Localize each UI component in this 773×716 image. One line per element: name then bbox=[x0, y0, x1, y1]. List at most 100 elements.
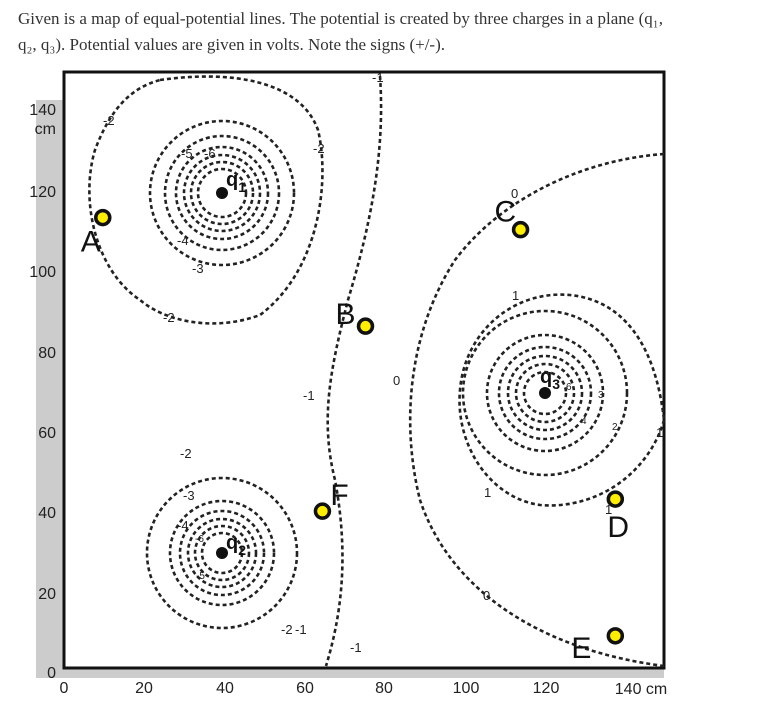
plot-frame bbox=[62, 70, 666, 670]
q1-contour-inner bbox=[196, 167, 248, 219]
contour-minus1 bbox=[324, 75, 383, 667]
q3-charge-dot bbox=[539, 387, 551, 399]
level-label: -2 bbox=[163, 310, 175, 325]
q1-contour-minus6 bbox=[189, 160, 255, 226]
potential-labels: -2 -5 -6 -4 -3 -2 -2 -1 -1 -1 -2 -3 -4 -… bbox=[103, 70, 663, 655]
level-label: -3 bbox=[192, 261, 204, 276]
q1-contour-minus5 bbox=[182, 153, 262, 233]
x-axis-band bbox=[36, 668, 664, 678]
q1-charge-dot bbox=[216, 187, 228, 199]
x-end-label: 140 cm bbox=[615, 681, 667, 698]
point-b-marker bbox=[356, 317, 375, 335]
level-label: 2 bbox=[612, 422, 618, 433]
level-label: 6 bbox=[566, 382, 572, 393]
q1-outer-contour-minus2 bbox=[88, 75, 324, 325]
point-b-label: B bbox=[336, 298, 356, 331]
x-tick: 120 bbox=[533, 680, 560, 697]
point-f-label: F bbox=[330, 479, 348, 512]
point-c-marker bbox=[511, 220, 530, 239]
x-tick: 100 bbox=[453, 680, 480, 697]
points-layer: A B C D E F bbox=[81, 196, 629, 665]
level-label: -2 bbox=[103, 113, 115, 128]
point-a-label: A bbox=[81, 226, 101, 259]
level-label: 1 bbox=[656, 425, 663, 440]
level-label: -1 bbox=[372, 70, 384, 85]
q2-contour-minus4 bbox=[178, 509, 266, 597]
q1-contour-minus3 bbox=[163, 134, 281, 252]
level-label: -5 bbox=[181, 146, 193, 161]
level-label: -4 bbox=[177, 233, 189, 248]
level-label: -1 bbox=[303, 388, 315, 403]
q1-equipotentials bbox=[148, 119, 296, 267]
x-tick: 80 bbox=[375, 680, 393, 697]
q3-contour-2 bbox=[461, 309, 629, 477]
level-label: -4 bbox=[177, 518, 189, 533]
y-tick: 60 bbox=[38, 425, 56, 442]
q3-contour-6 bbox=[514, 362, 576, 424]
y-axis-band bbox=[36, 100, 64, 668]
q2-contour-minus3 bbox=[168, 499, 276, 607]
level-label: 3 bbox=[598, 390, 604, 401]
prompt-line-1: Given is a map of equal-potential lines.… bbox=[18, 9, 663, 28]
prompt-line-2: q₂, q₃). Potential values are given in v… bbox=[18, 35, 446, 54]
x-tick: 20 bbox=[135, 680, 153, 697]
q1-contour-minus2 bbox=[148, 119, 296, 267]
q3-contour-inner bbox=[522, 370, 568, 416]
level-label: 1 bbox=[605, 502, 612, 517]
q2-contour-minus6 bbox=[193, 524, 251, 582]
q2-contour-minus2 bbox=[145, 476, 299, 630]
level-label: 1 bbox=[484, 485, 491, 500]
point-d-marker bbox=[606, 490, 625, 508]
q2-charge-dot bbox=[216, 547, 228, 559]
level-label: -6 bbox=[195, 534, 204, 545]
point-d-label: D bbox=[607, 511, 629, 544]
x-tick: 60 bbox=[296, 680, 314, 697]
level-label: -1 bbox=[350, 640, 362, 655]
q3-contour-3 bbox=[485, 333, 605, 453]
q3-charge-label: q3 bbox=[540, 366, 560, 392]
charges-layer: q1 q2 q3 bbox=[216, 169, 560, 559]
level-label: -2 bbox=[180, 446, 192, 461]
problem-statement: Given is a map of equal-potential lines.… bbox=[18, 6, 758, 58]
y-tick: 100 bbox=[29, 264, 56, 281]
level-label: -6 bbox=[204, 146, 216, 161]
q3-contour-1 bbox=[458, 293, 666, 507]
x-tick: 0 bbox=[60, 680, 69, 697]
q2-contour-inner bbox=[200, 531, 244, 575]
y-tick: 0 bbox=[47, 665, 56, 682]
q3-equipotentials bbox=[458, 293, 666, 507]
level-label: -1 bbox=[295, 622, 307, 637]
y-axis-ticks: 0 20 40 60 80 100 120 140 cm bbox=[29, 102, 56, 682]
q3-contour-4 bbox=[497, 345, 593, 441]
q3-contour-5 bbox=[506, 354, 584, 432]
point-c-label: C bbox=[495, 196, 517, 229]
level-label: -5 bbox=[196, 571, 205, 582]
level-label: 0 bbox=[511, 186, 518, 201]
y-end-value: 140 bbox=[29, 102, 56, 119]
point-e-marker bbox=[606, 627, 625, 645]
point-a-marker bbox=[94, 208, 112, 227]
q2-equipotentials bbox=[145, 476, 299, 630]
q1-charge-label: q1 bbox=[226, 169, 246, 195]
contour-zero bbox=[408, 152, 665, 668]
y-end-unit: cm bbox=[35, 121, 56, 138]
y-tick: 80 bbox=[38, 345, 56, 362]
level-label: 0 bbox=[393, 373, 400, 388]
y-tick: 20 bbox=[38, 586, 56, 603]
x-tick: 40 bbox=[216, 680, 234, 697]
level-label: 4 bbox=[581, 416, 587, 427]
level-label: -3 bbox=[183, 488, 195, 503]
level-label: -2 bbox=[313, 141, 325, 156]
q1-contour-minus4 bbox=[174, 145, 270, 241]
x-axis-ticks: 0 20 40 60 80 100 120 140 cm bbox=[60, 680, 668, 698]
q2-charge-label: q2 bbox=[226, 532, 246, 558]
y-tick: 120 bbox=[29, 184, 56, 201]
point-f-marker bbox=[313, 502, 332, 520]
point-e-label: E bbox=[571, 632, 591, 665]
level-label: -2 bbox=[281, 622, 293, 637]
level-label: 0 bbox=[483, 588, 490, 603]
y-tick: 40 bbox=[38, 505, 56, 522]
level-label: 1 bbox=[512, 288, 519, 303]
q2-contour-minus5 bbox=[186, 517, 258, 589]
